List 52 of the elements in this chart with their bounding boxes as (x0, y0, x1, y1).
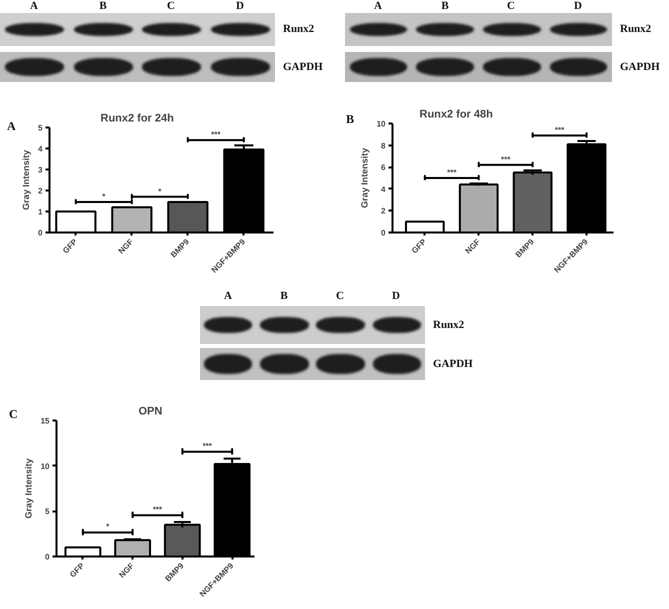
y-tick-label: 5 (38, 124, 44, 132)
category-label: D (235, 0, 245, 12)
y-tick-label: 10 (40, 462, 50, 471)
y-tick-label: 6 (381, 163, 386, 172)
y-tick-label: 10 (376, 120, 386, 128)
y-tick-label: 15 (40, 416, 50, 426)
y-tick-label: 8 (381, 141, 386, 150)
y-axis-title: Gray Intensity (360, 148, 370, 208)
category-label: D (391, 290, 401, 302)
y-tick-label: 1 (38, 208, 44, 216)
category-label: A (29, 0, 39, 12)
y-tick-label: 4 (38, 144, 44, 154)
text: GAPDH (620, 61, 660, 73)
text: Runx2 (620, 23, 652, 35)
y-tick-label: 2 (381, 206, 386, 216)
text: B (346, 112, 354, 126)
y-tick-label: 3 (38, 166, 44, 174)
text: Runx2 (283, 23, 314, 35)
category-label: C (506, 0, 516, 12)
annotation: * (102, 192, 106, 201)
annotation: *** (211, 130, 222, 140)
category-label: B (279, 290, 289, 302)
text: A (7, 119, 16, 133)
text: Runx2 (433, 319, 464, 331)
annotation: * (158, 186, 162, 196)
category-label: A (373, 0, 383, 12)
category-label: A (223, 290, 233, 302)
y-tick-label: 4 (381, 184, 386, 194)
annotation: *** (152, 504, 164, 514)
chart-title: Runx2 for 48h (420, 108, 494, 120)
annotation: *** (447, 168, 458, 177)
text: GAPDH (433, 358, 473, 370)
y-axis-title: Gray Intensity (24, 458, 34, 519)
y-axis-title: Gray Intensity (21, 150, 32, 210)
annotation: *** (202, 441, 213, 450)
chart-title: Runx2 for 24h (100, 112, 174, 124)
category-label: B (98, 0, 108, 12)
text: GAPDH (283, 61, 323, 73)
text: C (9, 407, 18, 421)
category-label: D (573, 0, 583, 12)
category-label: C (166, 0, 176, 12)
chart-title: OPN (138, 406, 162, 418)
y-tick-label: 5 (45, 507, 50, 516)
y-tick-label: 0 (38, 228, 44, 238)
annotation: * (106, 522, 110, 532)
y-tick-label: 0 (45, 552, 50, 562)
category-label: B (440, 0, 450, 12)
category-label: C (335, 290, 345, 302)
annotation: *** (501, 154, 512, 164)
y-tick-label: 0 (381, 228, 386, 238)
y-tick-label: 2 (38, 186, 44, 196)
annotation: *** (554, 125, 566, 134)
